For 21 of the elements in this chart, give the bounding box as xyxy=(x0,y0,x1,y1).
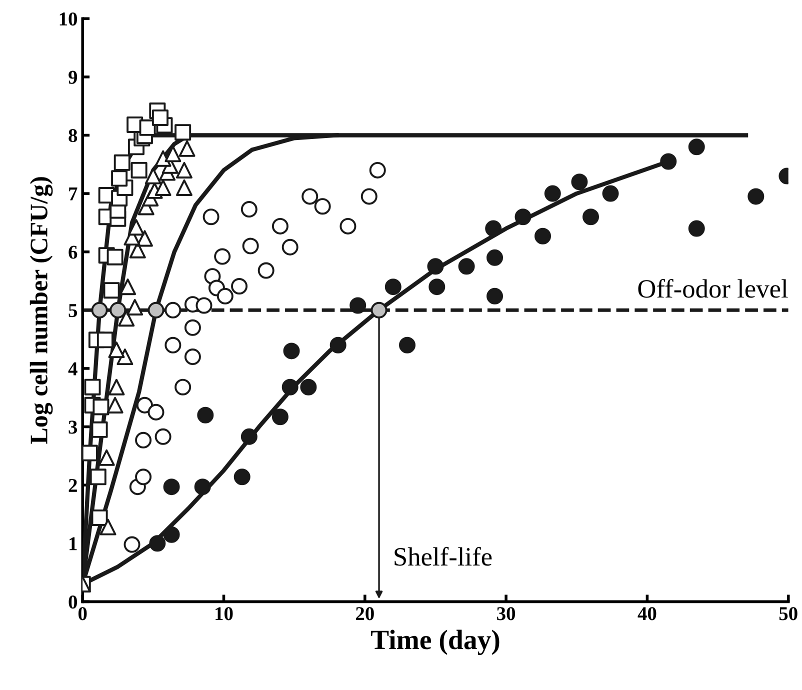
y-tick-label: 0 xyxy=(68,595,78,609)
y-tick-label: 9 xyxy=(68,70,78,84)
y-tick-label: 2 xyxy=(68,478,77,492)
y-tick-label: 1 xyxy=(70,537,77,550)
y-tick-label: 10 xyxy=(60,12,78,26)
ref-line-label: Off-odor level xyxy=(638,278,788,298)
x-tick-label: 0 xyxy=(78,607,87,620)
y-tick-label: 4 xyxy=(68,362,78,376)
y-tick-label: 6 xyxy=(68,246,78,259)
x-axis-title: Time (day) xyxy=(370,630,500,655)
y-tick-label: 3 xyxy=(68,420,78,434)
x-tick-label: 10 xyxy=(216,607,233,620)
y-axis-title: Log cell number (CFU/g) xyxy=(30,177,53,444)
x-tick-label: 40 xyxy=(638,607,656,620)
y-tick-label: 5 xyxy=(68,304,78,318)
y-tick-label: 8 xyxy=(68,129,78,142)
x-tick-label: 30 xyxy=(497,607,516,620)
x-tick-label: 20 xyxy=(356,607,374,620)
y-tick-label: 7 xyxy=(69,188,78,200)
annotation: Shelf-life xyxy=(394,546,492,566)
x-tick-label: 50 xyxy=(779,607,798,620)
